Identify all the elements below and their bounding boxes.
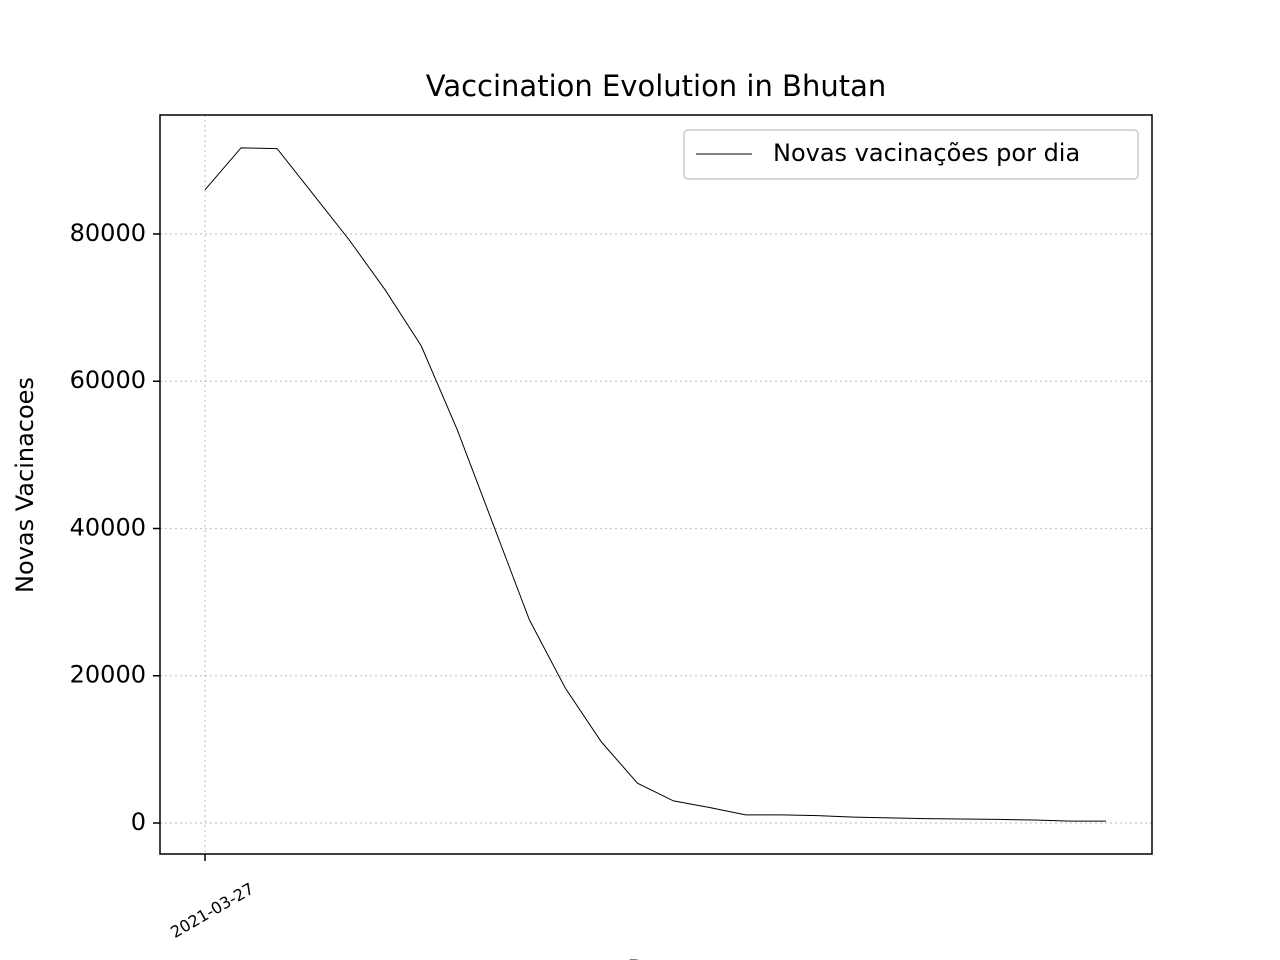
- chart-title: Vaccination Evolution in Bhutan: [426, 69, 887, 103]
- y-axis-label: Novas Vacinacoes: [11, 377, 39, 593]
- plot-frame: [159, 114, 1153, 855]
- legend-label: Novas vacinações por dia: [773, 139, 1080, 167]
- y-tick-label: 60000: [70, 366, 146, 394]
- x-tick-label: 2021-03-27: [167, 879, 257, 942]
- y-tick-label: 40000: [70, 513, 146, 541]
- data-line: [204, 147, 1106, 822]
- legend-box: [683, 129, 1139, 180]
- y-tick-label: 80000: [70, 219, 146, 247]
- x-axis-label: Data: [627, 955, 684, 960]
- y-tick-label: 0: [131, 808, 146, 836]
- y-tick-label: 20000: [70, 661, 146, 689]
